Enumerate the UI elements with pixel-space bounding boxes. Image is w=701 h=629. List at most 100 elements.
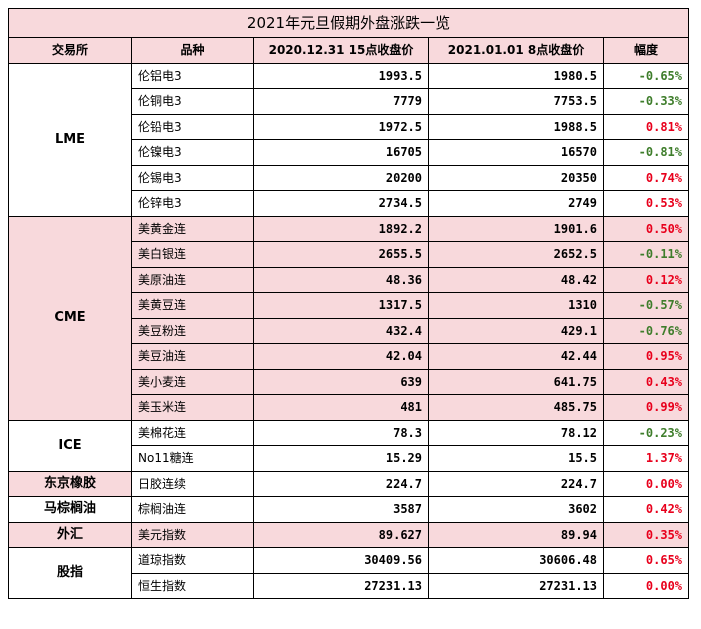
close-0101-cell: 78.12 [428,419,604,446]
close-1231-cell: 27231.13 [253,572,429,599]
close-0101-cell: 2749 [428,190,604,217]
table-row: ICE 美棉花连 78.3 78.12 -0.23% [8,419,690,472]
product-cell: 伦锌电3 [131,190,254,217]
close-1231-cell: 20200 [253,164,429,191]
close-1231-cell: 2734.5 [253,190,429,217]
table-row: 美白银连 2655.5 2652.5 -0.11% [9,241,690,268]
close-0101-cell: 7753.5 [428,88,604,115]
change-cell: 0.43% [602,368,690,395]
change-cell: 0.00% [602,470,690,497]
header-product: 品种 [131,37,254,64]
table-row: 美原油连 48.36 48.42 0.12% [9,266,690,293]
close-1231-cell: 639 [253,368,429,395]
quote-table: 2021年元旦假期外盘涨跌一览 交易所 品种 2020.12.31 15点收盘价… [7,8,690,599]
change-cell: 0.95% [602,343,690,370]
product-cell: 美棉花连 [131,419,254,446]
table-row: 伦锡电3 20200 20350 0.74% [9,164,690,191]
table-title: 2021年元旦假期外盘涨跌一览 [7,8,690,38]
table-row: 外汇 美元指数 89.627 89.94 0.35% [8,521,690,548]
table-row: 美玉米连 481 485.75 0.99% [9,394,690,421]
close-1231-cell: 48.36 [253,266,429,293]
close-1231-cell: 3587 [253,496,429,523]
close-1231-cell: 2655.5 [253,241,429,268]
close-0101-cell: 641.75 [428,368,604,395]
product-cell: 美豆粉连 [131,317,254,344]
close-0101-cell: 89.94 [428,521,604,548]
product-cell: 伦铅电3 [131,113,254,140]
change-cell: 0.12% [602,266,690,293]
product-cell: 美黄金连 [131,215,254,242]
change-cell: 0.50% [602,215,690,242]
table-row: 东京橡胶 日胶连续 224.7 224.7 0.00% [8,470,690,497]
product-cell: 美小麦连 [131,368,254,395]
close-1231-cell: 1317.5 [253,292,429,319]
close-1231-cell: 432.4 [253,317,429,344]
product-cell: 伦铝电3 [131,62,254,89]
change-cell: 0.81% [602,113,690,140]
table-row: 伦锌电3 2734.5 2749 0.53% [9,190,690,217]
product-cell: 伦锡电3 [131,164,254,191]
close-0101-cell: 429.1 [428,317,604,344]
change-cell: 0.35% [602,521,690,548]
close-0101-cell: 30606.48 [428,547,604,574]
quote-table-container: 2021年元旦假期外盘涨跌一览 交易所 品种 2020.12.31 15点收盘价… [7,8,690,599]
product-cell: 恒生指数 [131,572,254,599]
table-row: 美黄豆连 1317.5 1310 -0.57% [9,292,690,319]
table-row: 恒生指数 27231.13 27231.13 0.00% [9,572,690,599]
change-cell: -0.76% [602,317,690,344]
close-0101-cell: 15.5 [428,445,604,472]
product-cell: 美元指数 [131,521,254,548]
product-cell: 美原油连 [131,266,254,293]
close-1231-cell: 42.04 [253,343,429,370]
header-row: 交易所 品种 2020.12.31 15点收盘价 2021.01.01 8点收盘… [8,37,690,64]
table-row: No11糖连 15.29 15.5 1.37% [9,445,690,472]
close-1231-cell: 78.3 [253,419,429,446]
close-0101-cell: 1310 [428,292,604,319]
close-0101-cell: 42.44 [428,343,604,370]
table-row: 美豆粉连 432.4 429.1 -0.76% [9,317,690,344]
exchange-cell: CME [8,215,132,421]
title-row: 2021年元旦假期外盘涨跌一览 [7,8,690,38]
product-cell: 伦铜电3 [131,88,254,115]
close-0101-cell: 1980.5 [428,62,604,89]
change-cell: 0.53% [602,190,690,217]
product-cell: No11糖连 [131,445,254,472]
header-close-1231: 2020.12.31 15点收盘价 [253,37,429,64]
exchange-cell: 东京橡胶 [8,470,132,497]
product-cell: 道琼指数 [131,547,254,574]
close-1231-cell: 481 [253,394,429,421]
exchange-cell: 外汇 [8,521,132,548]
change-cell: 0.00% [602,572,690,599]
close-0101-cell: 1988.5 [428,113,604,140]
close-1231-cell: 89.627 [253,521,429,548]
change-cell: -0.81% [602,139,690,166]
table-row: 伦铜电3 7779 7753.5 -0.33% [9,88,690,115]
close-0101-cell: 224.7 [428,470,604,497]
exchange-cell: 股指 [8,547,132,599]
close-0101-cell: 2652.5 [428,241,604,268]
close-0101-cell: 1901.6 [428,215,604,242]
close-1231-cell: 1892.2 [253,215,429,242]
product-cell: 棕榈油连 [131,496,254,523]
close-1231-cell: 7779 [253,88,429,115]
close-0101-cell: 3602 [428,496,604,523]
change-cell: -0.65% [602,62,690,89]
close-1231-cell: 1972.5 [253,113,429,140]
change-cell: -0.57% [602,292,690,319]
header-change: 幅度 [602,37,690,64]
change-cell: 0.99% [602,394,690,421]
product-cell: 美黄豆连 [131,292,254,319]
product-cell: 美白银连 [131,241,254,268]
change-cell: 0.42% [602,496,690,523]
table-row: 马棕榈油 棕榈油连 3587 3602 0.42% [8,496,690,523]
close-1231-cell: 224.7 [253,470,429,497]
change-cell: -0.33% [602,88,690,115]
table-row: 伦铅电3 1972.5 1988.5 0.81% [9,113,690,140]
table-row: 伦镍电3 16705 16570 -0.81% [9,139,690,166]
header-close-0101: 2021.01.01 8点收盘价 [428,37,604,64]
change-cell: -0.11% [602,241,690,268]
product-cell: 美豆油连 [131,343,254,370]
close-0101-cell: 16570 [428,139,604,166]
header-exchange: 交易所 [8,37,132,64]
product-cell: 伦镍电3 [131,139,254,166]
